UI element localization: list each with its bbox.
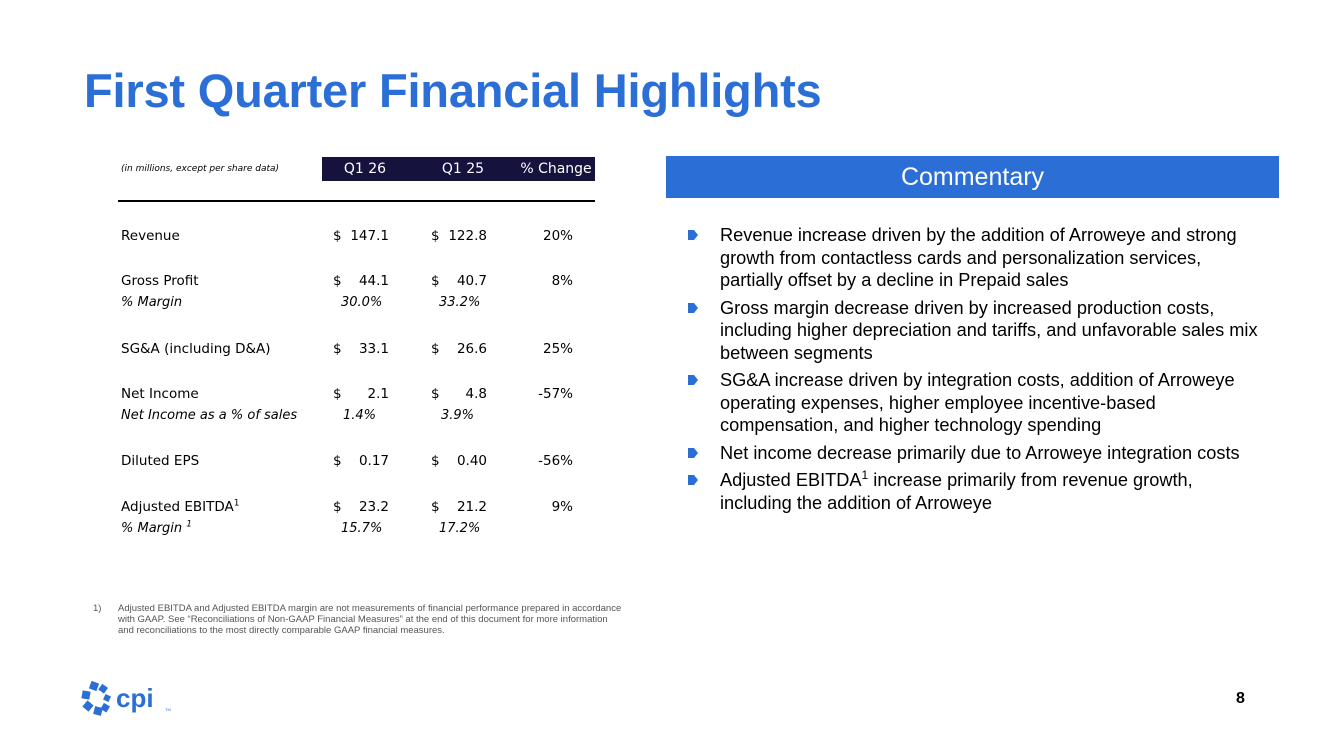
row-label: Gross Profit: [121, 273, 199, 289]
bullet-icon: [688, 302, 698, 313]
footnote: 1) Adjusted EBITDA and Adjusted EBITDA m…: [93, 603, 623, 636]
commentary-list: Revenue increase driven by the addition …: [688, 224, 1268, 519]
value-pct-change: -56%: [538, 453, 573, 469]
currency-symbol: $: [431, 341, 440, 357]
bullet-icon: [688, 230, 698, 240]
sub-value-q1-25: 17.2%: [439, 521, 481, 536]
currency-symbol: $: [333, 386, 342, 402]
row-label: Net Income: [121, 386, 199, 402]
value-q1-25: 21.2: [456, 499, 487, 515]
sub-value-q1-25: 3.9%: [441, 408, 475, 423]
bullet-text-sup: 1: [861, 467, 869, 482]
commentary-bullet: Revenue increase driven by the addition …: [688, 224, 1268, 292]
units-note: (in millions, except per share data): [121, 164, 280, 174]
value-q1-25: 4.8: [465, 386, 487, 402]
value-pct-change: 20%: [542, 228, 573, 244]
currency-symbol: $: [333, 273, 342, 289]
currency-symbol: $: [431, 453, 440, 469]
value-q1-26: 2.1: [367, 386, 389, 402]
logo-text: cpi: [116, 683, 154, 713]
value-pct-change: 8%: [551, 273, 573, 289]
commentary-bullet: SG&A increase driven by integration cost…: [688, 369, 1268, 437]
page-title: First Quarter Financial Highlights: [84, 64, 822, 117]
sub-value-q1-26: 30.0%: [341, 295, 383, 310]
bullet-text-pre: Adjusted EBITDA: [720, 470, 862, 490]
bullet-text: Revenue increase driven by the addition …: [720, 225, 1237, 290]
row-label: Diluted EPS: [121, 453, 200, 469]
bullet-text-post: increase primarily from revenue growth, …: [720, 470, 1193, 513]
bullet-icon: [688, 375, 698, 385]
value-q1-26: 33.1: [358, 341, 389, 357]
value-q1-26: 0.17: [358, 453, 389, 469]
row-label-text: Adjusted EBITDA: [121, 499, 234, 515]
bullet-icon: [688, 475, 698, 485]
footnote-text: Adjusted EBITDA and Adjusted EBITDA marg…: [118, 603, 622, 636]
logo-tm: TM: [165, 707, 171, 712]
bullet-text: Gross margin decrease driven by increase…: [720, 297, 1258, 363]
bullet-text: SG&A increase driven by integration cost…: [720, 370, 1235, 435]
row-sub-label: % Margin: [121, 295, 183, 310]
value-q1-25: 0.40: [456, 453, 487, 469]
currency-symbol: $: [431, 386, 440, 402]
value-q1-26: 44.1: [358, 273, 389, 289]
logo-mark-icon: [81, 680, 111, 716]
row-sub-label: % Margin 1: [121, 519, 192, 536]
currency-symbol: $: [333, 341, 342, 357]
row-sub-label: Net Income as a % of sales: [121, 408, 298, 423]
value-pct-change: 25%: [542, 341, 573, 357]
commentary-bullet: Adjusted EBITDA1 increase primarily from…: [688, 469, 1268, 514]
header-q1-25: Q1 25: [441, 161, 485, 177]
header-rule: [118, 200, 595, 202]
row-label: Revenue: [121, 228, 180, 244]
sub-value-q1-26: 1.4%: [343, 408, 377, 423]
commentary-heading: Commentary: [666, 156, 1279, 198]
sub-label-text: % Margin: [121, 521, 187, 536]
table-header: Q1 26 Q1 25 % Change: [322, 157, 595, 181]
currency-symbol: $: [333, 499, 342, 515]
page-number: 8: [1236, 690, 1245, 707]
row-label-sup: 1: [233, 498, 240, 509]
currency-symbol: $: [431, 273, 440, 289]
sub-value-q1-26: 15.7%: [341, 521, 383, 536]
value-q1-25: 122.8: [448, 228, 487, 244]
row-label: Adjusted EBITDA1: [121, 499, 240, 515]
currency-symbol: $: [431, 499, 440, 515]
currency-symbol: $: [333, 453, 342, 469]
bullet-icon: [688, 447, 698, 458]
sub-label-sup: 1: [186, 519, 192, 530]
bullet-text: Net income decrease primarily due to Arr…: [720, 442, 1240, 463]
sub-value-q1-25: 33.2%: [439, 295, 481, 310]
cpi-logo: cpi TM: [81, 680, 171, 716]
header-pct-change: % Change: [520, 161, 592, 177]
row-label: SG&A (including D&A): [121, 341, 271, 357]
value-pct-change: -57%: [538, 386, 573, 402]
value-q1-26: 23.2: [358, 499, 389, 515]
value-q1-25: 26.6: [456, 341, 487, 357]
currency-symbol: $: [431, 228, 440, 244]
value-q1-25: 40.7: [456, 273, 487, 289]
commentary-bullet: Gross margin decrease driven by increase…: [688, 297, 1268, 365]
value-q1-26: 147.1: [350, 228, 389, 244]
commentary-bullet: Net income decrease primarily due to Arr…: [688, 442, 1268, 465]
value-pct-change: 9%: [551, 499, 573, 515]
currency-symbol: $: [333, 228, 342, 244]
header-q1-26: Q1 26: [343, 161, 387, 177]
footnote-number: 1): [93, 603, 102, 614]
